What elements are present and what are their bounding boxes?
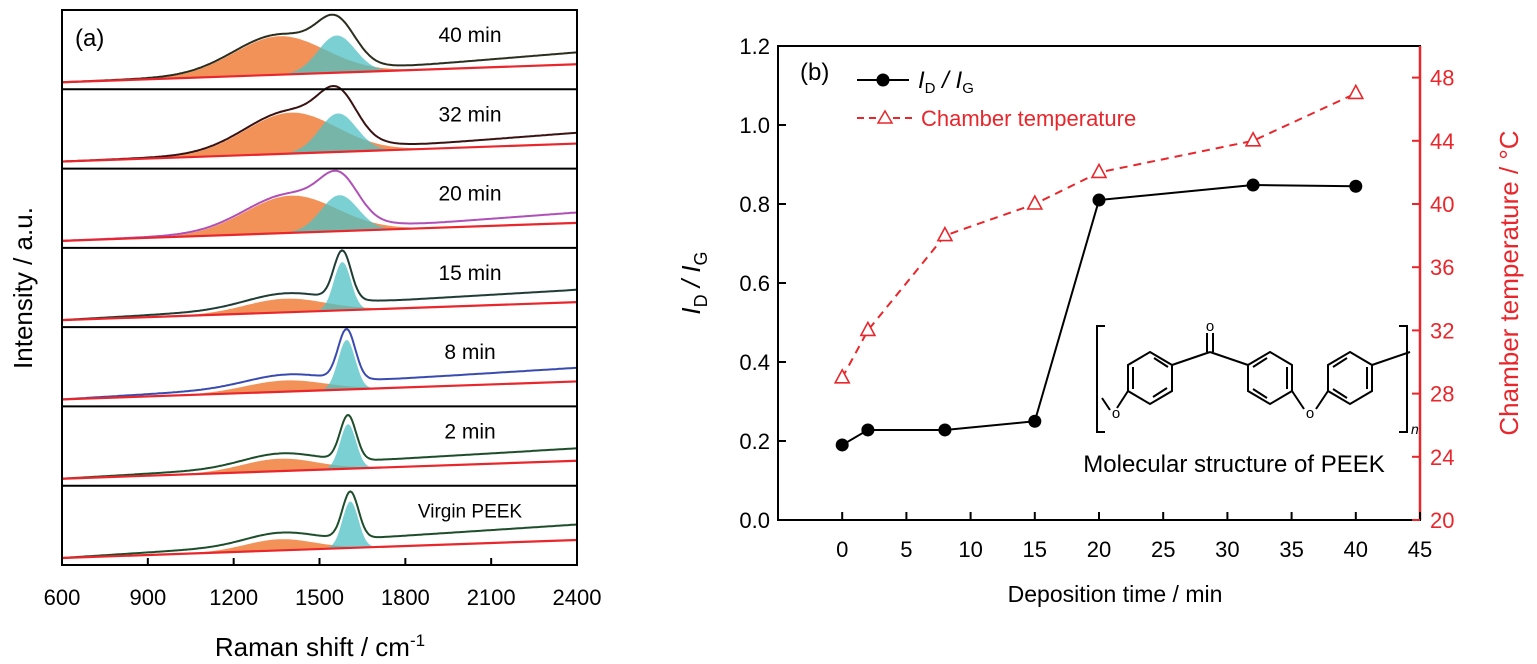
peek-oxygen-label: o: [1306, 405, 1314, 422]
y-tick-label-left: 0.4: [739, 350, 770, 375]
raman-spectrum-line: [61, 414, 578, 480]
x-tick-label: 25: [1151, 537, 1175, 562]
spectra-stack: 40 min 32 min 20 min 15 min 8 min 2 min Virgin…: [61, 13, 578, 560]
x-tick-label: 35: [1279, 537, 1303, 562]
panel-a-raman-spectra: 40 min 32 min 20 min 15 min 8 min 2 min Virgin…: [8, 9, 602, 662]
id-ig-point: [938, 423, 952, 437]
x-tick-label: 0: [836, 537, 848, 562]
x-tick-label: 15: [1023, 537, 1047, 562]
g-band-fit: [62, 195, 577, 241]
peek-molecule-structure: [1096, 325, 1411, 433]
d-band-fit: [62, 298, 577, 321]
x-tick-label: 45: [1408, 537, 1432, 562]
baseline-line: [61, 142, 578, 163]
panel-a-x-ticks: 600 900 1200 1500 1800 2100 2400: [44, 558, 602, 610]
temperature-line: [841, 92, 1357, 379]
peek-oxygen-label: o: [1112, 405, 1120, 422]
temperature-point: [936, 225, 954, 242]
baseline-line: [61, 538, 578, 560]
temperature-point: [833, 368, 851, 384]
id-ig-point: [1028, 414, 1042, 428]
g-band-fit: [62, 113, 577, 162]
panel-a-x-axis-title: Raman shift / cm-1: [215, 631, 425, 662]
id-ig-point: [861, 423, 875, 437]
peek-structure-caption: Molecular structure of PEEK: [1083, 451, 1384, 478]
temperature-point: [1347, 83, 1365, 100]
y-tick-label-left: 0.8: [739, 192, 770, 217]
spectrum-label: Virgin PEEK: [418, 502, 523, 523]
y-tick-label-left: 1.0: [739, 113, 770, 138]
peek-repeat-subscript: n: [1411, 421, 1419, 437]
id-ig-point: [835, 438, 849, 452]
spectrum-label: 8 min: [444, 341, 495, 364]
temperature-point: [859, 320, 877, 337]
y-tick-label-right: 20: [1430, 508, 1454, 533]
baseline-line: [61, 380, 578, 401]
x-tick-label: 40: [1344, 537, 1368, 562]
temperature-point: [1090, 162, 1108, 179]
panel-b-x-axis-title: Deposition time / min: [1008, 581, 1223, 607]
x-tick-label: 600: [44, 585, 81, 610]
legend-id-ig-label: ID / IG: [918, 67, 974, 97]
panel-a-y-axis-title: Intensity / a.u.: [8, 207, 38, 369]
y-tick-label-right: 28: [1430, 382, 1454, 407]
temperature-point: [1244, 131, 1262, 147]
panel-a-label: (a): [75, 25, 104, 52]
x-tick-label: 1200: [209, 585, 258, 610]
peek-molecule-atom-labels: o o o: [1112, 318, 1314, 422]
id-ig-point: [1092, 193, 1106, 207]
spectrum-label: 20 min: [438, 183, 501, 206]
x-tick-label: 2400: [553, 585, 602, 610]
y-tick-label-left: 0.0: [739, 508, 770, 533]
panel-b-ticks: 0 5 10 15 20 25 30 35 40 45 0.0 0.2 0.4 0.6 0.8 1.0 1.2 2…: [739, 34, 1454, 562]
x-tick-label: 5: [900, 537, 912, 562]
y-tick-label-right: 44: [1430, 129, 1454, 154]
legend-temperature-label: Chamber temperature: [921, 106, 1136, 131]
id-ig-point: [1349, 179, 1363, 193]
y-tick-label-left: 1.2: [739, 34, 770, 59]
y-tick-label-right: 32: [1430, 318, 1454, 343]
spectrum-label: 15 min: [438, 262, 501, 285]
panel-b-series: [833, 83, 1365, 452]
raman-spectrum-line: [61, 490, 578, 559]
y-tick-label-right: 24: [1430, 445, 1454, 470]
y-tick-label-left: 0.2: [739, 429, 770, 454]
legend-temperature-marker: [876, 109, 894, 124]
x-tick-label: 30: [1215, 537, 1239, 562]
x-tick-label: 2100: [467, 585, 516, 610]
spectrum-label: 2 min: [444, 420, 495, 443]
y-tick-label-left: 0.6: [739, 271, 770, 296]
panel-b-id-ig-plot: o o o n Molecular structure of PEEK (b) …: [676, 34, 1524, 607]
baseline-line: [61, 301, 578, 322]
panel-b-label: (b): [800, 59, 829, 86]
id-ig-line: [841, 184, 1356, 446]
x-tick-label: 20: [1087, 537, 1111, 562]
x-tick-label: 1800: [381, 585, 430, 610]
raman-spectrum-line: [61, 327, 578, 401]
y-tick-label-right: 48: [1430, 66, 1454, 91]
panel-b-left-y-axis-title: ID / IG: [676, 251, 711, 314]
panel-b-right-y-axis-title: Chamber temperature / °C: [1494, 130, 1524, 435]
spectrum-label: 40 min: [438, 24, 501, 47]
y-tick-label-right: 36: [1430, 255, 1454, 280]
g-band-fit: [62, 35, 577, 83]
raman-spectrum-line: [61, 13, 578, 84]
x-tick-label: 10: [958, 537, 982, 562]
legend-id-ig-marker: [876, 73, 890, 87]
baseline-line: [61, 63, 578, 84]
temperature-point: [1026, 194, 1044, 210]
peek-oxygen-label: o: [1206, 318, 1214, 335]
legend: ID / IG Chamber temperature: [857, 67, 1136, 131]
spectrum-label: 32 min: [438, 103, 501, 126]
raman-spectrum-line: [61, 249, 578, 322]
baseline-line: [61, 221, 578, 242]
baseline-line: [61, 459, 578, 480]
y-tick-label-right: 40: [1430, 192, 1454, 217]
x-tick-label: 900: [129, 585, 166, 610]
id-ig-point: [1246, 178, 1260, 192]
x-tick-label: 1500: [295, 585, 344, 610]
